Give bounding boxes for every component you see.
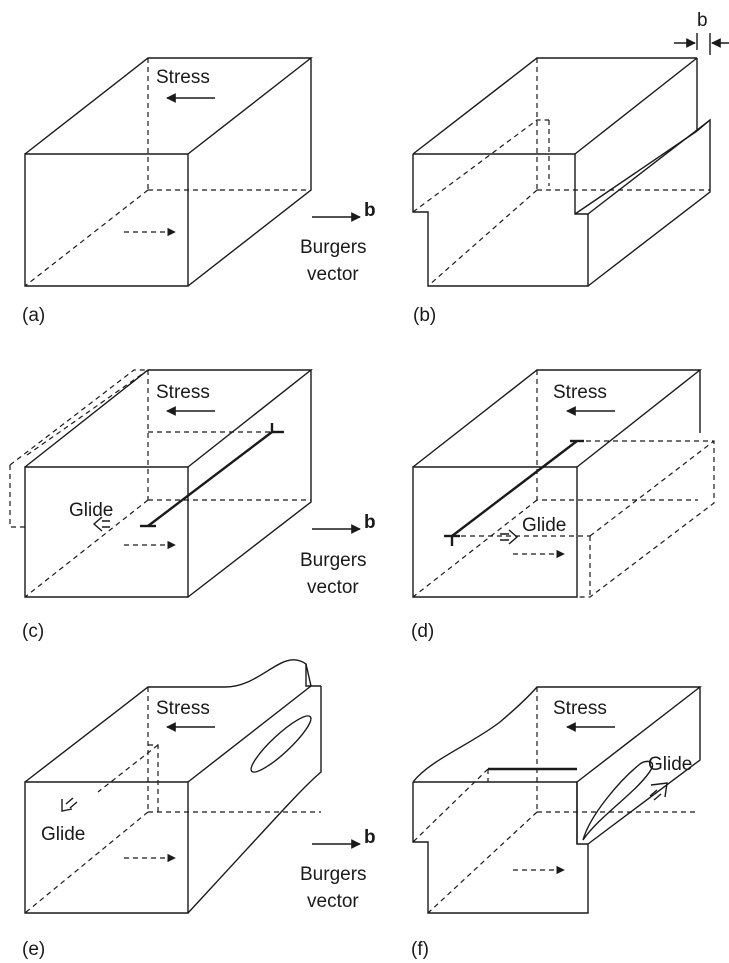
panel-label-c: (c)	[22, 621, 44, 642]
glide-arrow	[500, 529, 519, 545]
block-top-face	[412, 57, 697, 155]
glide-arrow	[92, 516, 110, 532]
hidden-edge	[24, 189, 149, 287]
panel-label-a: (a)	[22, 305, 45, 326]
glide-arrow	[649, 782, 668, 801]
panel-d: Stress Glide (d)	[411, 369, 715, 642]
block-front-face	[412, 466, 578, 598]
dislocation-line	[451, 440, 578, 537]
dislocation-loop	[582, 760, 654, 841]
burgers-label-line2: vector	[307, 891, 359, 912]
block-side-face	[187, 58, 312, 287]
glide-arrow	[61, 797, 78, 812]
block-front-face	[412, 154, 589, 287]
block-side-face	[187, 686, 322, 914]
block-front-face	[24, 153, 189, 287]
burgers-vector-legend-1: b Burgers vector	[300, 200, 376, 285]
displaced-block-outline	[9, 465, 27, 528]
panel-b: b (b)	[412, 10, 729, 326]
block-side-face	[587, 687, 701, 845]
glide-label: Glide	[522, 515, 566, 536]
displaced-block-outline	[26, 369, 149, 456]
burgers-label-line2: vector	[307, 577, 359, 598]
stress-label: Stress	[156, 698, 210, 719]
hidden-edge	[427, 189, 538, 287]
burgers-symbol: b	[364, 827, 376, 848]
glide-label: Glide	[648, 754, 692, 775]
block-top-face	[412, 369, 703, 468]
upper-front-face	[413, 153, 588, 215]
dimension-b-label: b	[697, 10, 708, 31]
hidden-step	[412, 119, 549, 213]
displaced-block-outline	[9, 369, 149, 466]
stress-label: Stress	[156, 382, 210, 403]
displaced-block-outline	[577, 440, 715, 598]
hidden-edge	[427, 811, 538, 914]
step-edge	[587, 119, 711, 215]
stress-label: Stress	[553, 698, 607, 719]
burgers-vector-legend-3: b Burgers vector	[300, 827, 376, 912]
step-edge	[305, 664, 321, 687]
burgers-symbol: b	[364, 200, 376, 221]
burgers-label-line1: Burgers	[300, 237, 367, 258]
panel-label-d: (d)	[411, 621, 434, 642]
burgers-vector-legend-2: b Burgers vector	[300, 512, 376, 598]
glide-label: Glide	[41, 824, 85, 845]
dislocation-loop	[250, 715, 312, 773]
burgers-label-line1: Burgers	[300, 550, 367, 571]
panel-e: Stress Glide (e)	[22, 659, 322, 960]
top-right-edge	[574, 57, 698, 155]
glide-label: Glide	[69, 500, 113, 521]
block-side-face	[187, 370, 312, 598]
stress-label: Stress	[553, 382, 607, 403]
block-top-edge-curved	[187, 659, 312, 783]
block-top-face	[24, 57, 314, 155]
upper-front-face	[413, 781, 588, 845]
hidden-step	[97, 744, 159, 793]
block-top-face	[24, 369, 314, 468]
displaced-block-outline	[589, 440, 715, 537]
panel-label-b: (b)	[413, 305, 436, 326]
hidden-step	[412, 768, 489, 843]
hidden-edge	[24, 499, 149, 598]
block-front-face	[24, 466, 189, 598]
panel-c: Stress Glide (c)	[9, 369, 314, 642]
panel-f: Stress Glide (f)	[411, 686, 703, 960]
stress-label: Stress	[156, 67, 210, 88]
burgers-symbol: b	[364, 512, 376, 533]
panel-a: Stress (a)	[22, 57, 314, 326]
burgers-label-line1: Burgers	[300, 864, 367, 885]
panel-label-f: (f)	[411, 939, 429, 960]
lower-side-face	[587, 118, 711, 287]
block-front-face	[412, 782, 589, 914]
block-top-face	[412, 686, 703, 783]
burgers-label-line2: vector	[307, 264, 359, 285]
panel-label-e: (e)	[22, 939, 45, 960]
dislocation-line	[147, 431, 273, 527]
